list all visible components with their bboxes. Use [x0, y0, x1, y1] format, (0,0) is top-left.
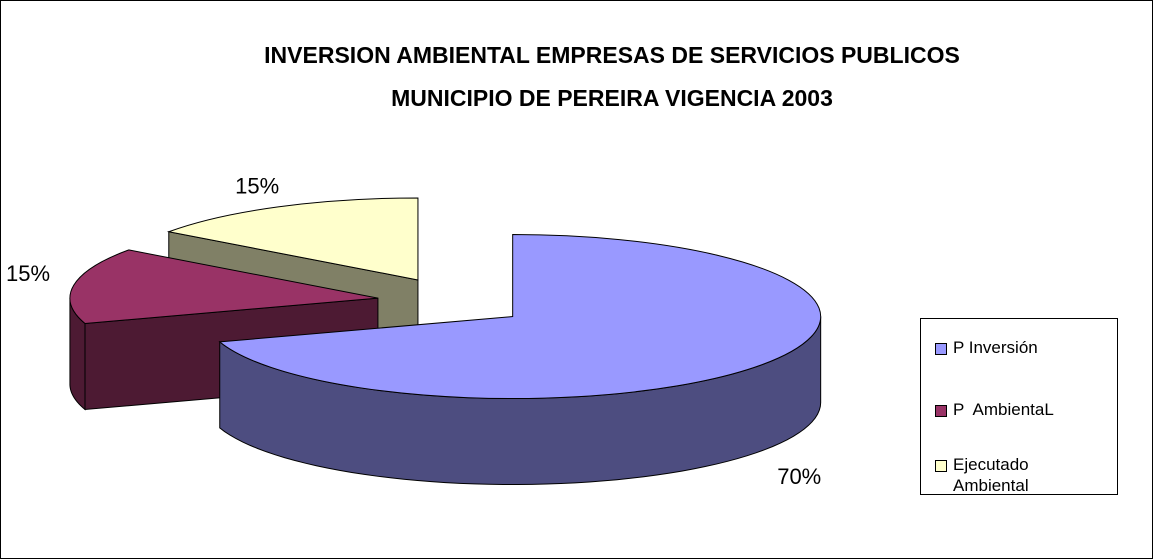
- chart-title: MUNICIPIO DE PEREIRA VIGENCIA 2003: [391, 85, 833, 111]
- slice-top: [218, 234, 822, 400]
- legend-label: P Inversión: [953, 338, 1038, 357]
- legend: P Inversión P AmbientaL Ejecutado Ambienta…: [920, 318, 1118, 495]
- slice: [218, 234, 822, 486]
- legend-label: Ejecutado Ambiental: [953, 455, 1033, 495]
- data-label: 15%: [235, 174, 279, 199]
- legend-swatch: [935, 405, 947, 417]
- data-label: 15%: [6, 261, 50, 286]
- pie: 15% 15% 70%: [6, 174, 821, 489]
- legend-item: Ejecutado Ambiental: [935, 455, 1063, 496]
- legend-swatch: [935, 343, 947, 355]
- legend-swatch: [935, 460, 947, 472]
- slice-top: [69, 249, 379, 324]
- legend-label: P AmbientaL: [953, 400, 1054, 419]
- legend-item: P Inversión: [935, 338, 1063, 358]
- chart-title: INVERSION AMBIENTAL EMPRESAS DE SERVICIO…: [264, 42, 960, 68]
- data-label: 70%: [777, 464, 821, 489]
- slice-top: [166, 197, 419, 281]
- legend-item: P AmbientaL: [935, 400, 1063, 420]
